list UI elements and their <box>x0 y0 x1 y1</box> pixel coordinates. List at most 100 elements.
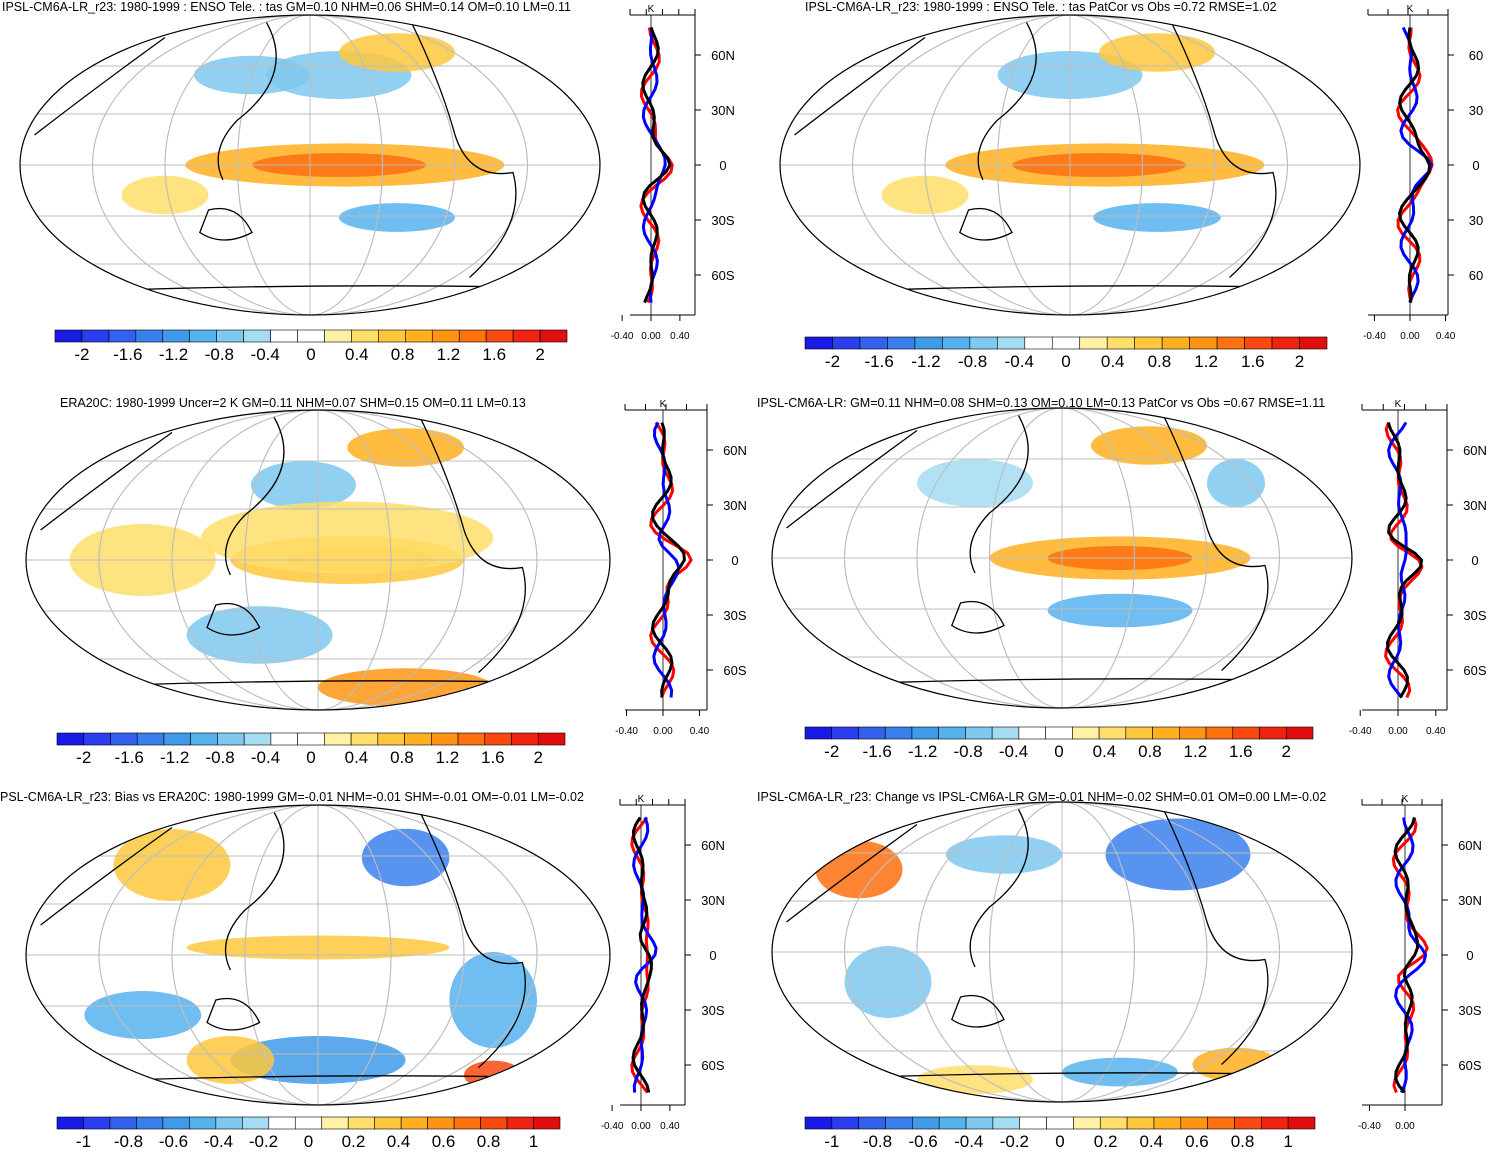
map-outline <box>19 14 601 316</box>
colorbar-tick-label: -1.6 <box>115 748 144 767</box>
model-profile-line <box>1387 421 1408 699</box>
colorbar-tick-label: 0.6 <box>432 1132 456 1151</box>
anomaly-region <box>250 461 356 509</box>
colorbar-cell <box>938 726 966 740</box>
colorbar-cell <box>83 732 111 746</box>
colorbar-tick-label: -1.6 <box>863 742 892 761</box>
colorbar-tick-label: 0 <box>1055 1132 1064 1151</box>
colorbar-cell <box>1051 336 1081 350</box>
coastline <box>419 812 526 1068</box>
colorbar-cell <box>453 1116 481 1130</box>
profile-unit-label: K <box>1395 399 1402 410</box>
mean-profile-line <box>1398 27 1431 303</box>
profile-x-label: -0.40 <box>601 1121 624 1132</box>
colorbar-cell <box>1072 726 1100 740</box>
colorbar-cell <box>189 329 217 343</box>
colorbar-tick-label: -1.2 <box>159 345 188 364</box>
colorbar-cell <box>1299 336 1328 350</box>
colorbar-tick-label: -1.2 <box>160 748 189 767</box>
colorbar-tick-label: -0.4 <box>999 742 1028 761</box>
coastline <box>419 417 526 673</box>
colorbar-tick-label: -0.2 <box>249 1132 278 1151</box>
colorbar-tick-label: -2 <box>74 345 89 364</box>
colorbar-cell <box>297 329 325 343</box>
colorbar-tick-label: -2 <box>825 352 840 371</box>
panel-graphics: -1 -0.8 -0.6 -0.4 -0.2 0 0.2 0.4 0.6 0.8 1 K 60N 30N 0… <box>771 794 1482 1151</box>
profile-lat-label: 0 <box>1472 158 1479 173</box>
anomaly-region <box>121 175 209 215</box>
panel-title: IPSL-CM6A-LR_r23: Change vs IPSL-CM6A-LR… <box>757 790 1327 804</box>
profile-x-label: 0.00 <box>641 331 661 342</box>
obs-profile-line <box>1384 422 1424 699</box>
mean-profile-line <box>1393 817 1419 1094</box>
colorbar-cell <box>216 329 244 343</box>
colorbar-cell <box>190 732 218 746</box>
colorbar-cell <box>965 1116 994 1130</box>
colorbar-cell <box>911 726 939 740</box>
colorbar-cell <box>378 329 406 343</box>
profile-lat-label: 30N <box>723 498 747 513</box>
colorbar-cell <box>804 1116 833 1130</box>
anomaly-region <box>339 33 455 72</box>
anomaly-region <box>186 606 333 664</box>
colorbar-cell <box>243 732 272 746</box>
colorbar-tick-label: 0.8 <box>390 748 414 767</box>
colorbar-tick-label: -0.8 <box>958 352 987 371</box>
profile-lat-label: 60N <box>701 838 725 853</box>
colorbar-cell <box>431 732 459 746</box>
colorbar-tick-label: 1 <box>529 1132 538 1151</box>
profile-lat-label: 30N <box>1458 893 1482 908</box>
colorbar-cell <box>109 1116 137 1130</box>
colorbar-tick-label: -0.8 <box>205 345 234 364</box>
model-profile-line <box>1394 817 1428 1094</box>
profile-lat-label: 30S <box>1463 608 1486 623</box>
panel-title: PSL-CM6A-LR_r23: Bias vs ERA20C: 1980-19… <box>0 790 584 804</box>
colorbar-cell <box>215 1116 243 1130</box>
anomaly-region <box>844 946 932 1018</box>
profile-lat-label: 30N <box>711 103 735 118</box>
colorbar-tick-label: 0.6 <box>1185 1132 1209 1151</box>
colorbar-cell <box>189 1116 217 1130</box>
profile-x-label: 0.40 <box>690 726 710 737</box>
anomaly-region <box>1093 203 1221 232</box>
coastline <box>34 36 166 136</box>
profile-lat-label: 0 <box>731 553 738 568</box>
mean-profile-line <box>631 816 653 1093</box>
colorbar-cell <box>400 1116 428 1130</box>
panel-title: IPSL-CM6A-LR_r23: 1980-1999 : ENSO Tele.… <box>2 0 571 14</box>
colorbar-tick-label: 1.2 <box>1194 352 1218 371</box>
profile-lat-label: 0 <box>1471 553 1478 568</box>
colorbar-cell <box>885 1116 913 1130</box>
coastline <box>794 36 926 136</box>
colorbar-tick-label: 2 <box>535 345 544 364</box>
panel-graphics: -2 -1.6 -1.2 -0.8 -0.4 0 0.4 0.8 1.2 1.6 2K60N30N0… <box>25 399 747 767</box>
colorbar-cell <box>1180 1116 1208 1130</box>
colorbar-tick-label: -1.6 <box>113 345 142 364</box>
profile-unit-label: K <box>638 794 645 805</box>
anomaly-region <box>186 1036 275 1084</box>
colorbar-cell <box>1125 726 1153 740</box>
colorbar-tick-label: 0 <box>306 345 315 364</box>
colorbar-tick-label: 0.8 <box>1231 1132 1255 1151</box>
colorbar-cell <box>1098 726 1127 740</box>
colorbar-cell <box>831 726 859 740</box>
coastline <box>206 997 261 1031</box>
anomaly-region <box>917 459 1033 507</box>
coastline <box>410 22 517 278</box>
map-field <box>780 15 1360 315</box>
colorbar-cell <box>56 732 85 746</box>
colorbar-cell <box>1106 336 1135 350</box>
anomaly-region <box>1091 426 1207 465</box>
colorbar-cell <box>1018 726 1046 740</box>
profile-x-label: 0.00 <box>1395 1121 1415 1132</box>
colorbar-tick-label: -0.8 <box>114 1132 143 1151</box>
profile-lat-label: 30S <box>701 1003 724 1018</box>
anomaly-region <box>339 203 455 232</box>
colorbar-tick-label: 1 <box>1283 1132 1292 1151</box>
colorbar-tick-label: 0 <box>306 748 315 767</box>
colorbar-tick-label: -0.4 <box>204 1132 233 1151</box>
profile-lat-label: 60N <box>711 48 735 63</box>
coastline <box>786 429 918 529</box>
colorbar-cell <box>136 1116 164 1130</box>
